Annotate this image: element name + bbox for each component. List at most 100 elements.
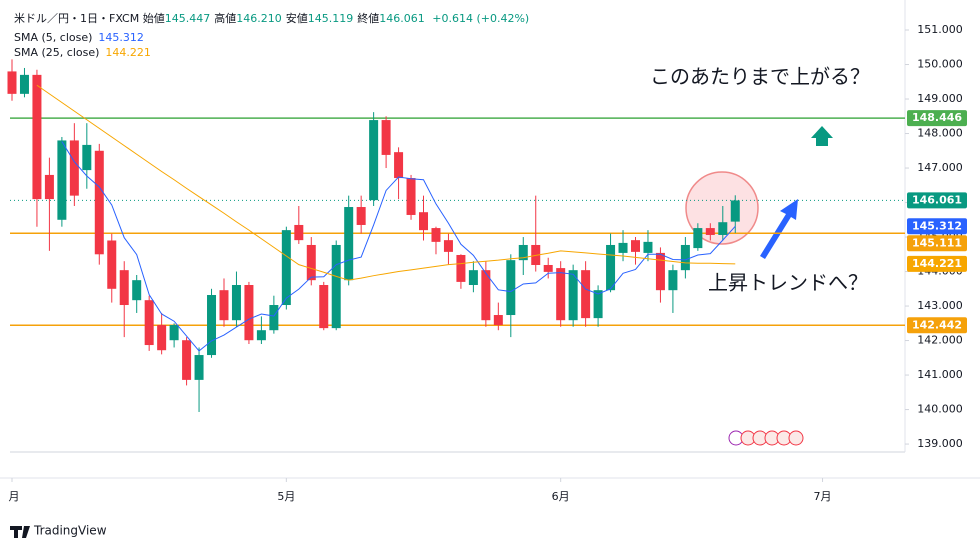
- annotation: このあたりまで上がる？: [650, 65, 870, 89]
- candle-body: [593, 290, 603, 319]
- candle-body: [82, 144, 92, 171]
- candle-body: [406, 178, 416, 215]
- badge-bg: [907, 255, 967, 272]
- candle-body: [381, 120, 391, 155]
- candle-body: [643, 241, 653, 253]
- y-tick-label: 143.000: [917, 299, 963, 312]
- y-tick-label: 151.000: [917, 23, 963, 36]
- badge-bg: [907, 110, 967, 127]
- price-badge: 146.061: [907, 192, 967, 209]
- candle-body: [32, 74, 42, 200]
- field-value: 146.061: [379, 12, 425, 25]
- x-tick-label: 月: [9, 490, 20, 503]
- field-label: 始値: [142, 12, 165, 25]
- candle-body: [69, 140, 79, 196]
- price-badge: 142.442: [907, 317, 967, 334]
- candle-body: [606, 244, 616, 291]
- candle-body: [19, 74, 29, 94]
- legend: SMA (5, close) 145.312 SMA (25, close) 144.…: [14, 30, 151, 60]
- event-icons: [728, 430, 804, 446]
- y-tick-label: 150.000: [917, 58, 963, 71]
- candle-body: [244, 285, 254, 341]
- badge-label: 146.061: [912, 193, 962, 206]
- badge-label: 144.221: [912, 257, 962, 270]
- x-tick-label: 6月: [552, 490, 570, 503]
- candle-body: [581, 270, 591, 319]
- candle-body: [618, 242, 628, 253]
- candle-body: [94, 150, 104, 255]
- field-label: 終値: [357, 12, 380, 25]
- candle-body: [506, 260, 516, 316]
- candle-body: [319, 285, 329, 329]
- field-value: 145.447: [164, 12, 211, 25]
- candle-body: [718, 222, 728, 235]
- candle-body: [194, 355, 204, 380]
- candle-body: [169, 325, 179, 341]
- annotation: 上昇トレンドへ？: [708, 271, 868, 295]
- candle-body: [468, 270, 478, 286]
- badge-bg: [907, 192, 967, 209]
- candle-body: [394, 152, 404, 179]
- y-tick-label: 139.000: [917, 437, 963, 450]
- y-tick-label: 148.000: [917, 127, 963, 140]
- candle-body: [668, 270, 678, 291]
- price-badge: 148.446: [907, 110, 967, 127]
- candle-body: [57, 140, 67, 220]
- candle-body: [680, 244, 690, 271]
- x-tick-label: 5月: [277, 490, 295, 503]
- candle-body: [119, 270, 129, 306]
- y-tick-label: 147.000: [917, 161, 963, 174]
- candle-body: [182, 340, 192, 380]
- change: +0.614 (+0.42%): [432, 12, 530, 25]
- badge-bg: [907, 218, 967, 235]
- sma-line: [61, 141, 736, 352]
- candle-body: [568, 270, 578, 321]
- candle-body: [144, 300, 154, 346]
- x-tick-label: 7月: [814, 490, 832, 503]
- header: 米ドル／円・1日・FXCM 始値145.447 高値146.210 安値145.11…: [14, 10, 529, 26]
- candle-body: [730, 200, 740, 222]
- y-tick-label: 142.000: [917, 334, 963, 347]
- trend-arrow: [760, 199, 798, 259]
- candle-body: [543, 264, 553, 272]
- legend-name: SMA (25, close): [14, 46, 100, 59]
- candle-body: [344, 207, 354, 281]
- candle-body: [456, 254, 466, 282]
- field-label: 安値: [285, 12, 308, 25]
- legend-row: SMA (25, close) 144.221: [14, 45, 151, 60]
- candle-body: [493, 315, 503, 326]
- badge-bg: [907, 317, 967, 334]
- candle-body: [306, 244, 316, 281]
- brand: TradingView: [33, 524, 107, 538]
- candle-body: [269, 305, 279, 331]
- badge-label: 145.111: [912, 236, 962, 249]
- ohlc-fields: 始値145.447 高値146.210 安値145.119 終値146.061: [143, 12, 429, 25]
- candle-body: [693, 228, 703, 249]
- legend-row: SMA (5, close) 145.312: [14, 30, 151, 45]
- candle-body: [331, 244, 341, 329]
- candle-body: [443, 240, 453, 252]
- candle-body: [369, 120, 379, 201]
- candle-body: [631, 240, 640, 252]
- y-tick-label: 149.000: [917, 92, 963, 105]
- candle-body: [294, 224, 304, 241]
- highlight-circle: [685, 171, 759, 245]
- badge-label: 145.312: [912, 219, 962, 232]
- price-badge: 145.312: [907, 218, 967, 235]
- field-label: 高値: [214, 12, 237, 25]
- candle-body: [356, 207, 366, 225]
- candle-body: [518, 244, 528, 261]
- logo-mark: [10, 526, 30, 538]
- legend-value: 145.312: [98, 31, 144, 44]
- candle-body: [705, 228, 715, 235]
- field-value: 145.119: [307, 12, 354, 25]
- candle-body: [481, 270, 491, 321]
- legend-name: SMA (5, close): [14, 31, 93, 44]
- candle-body: [157, 325, 167, 351]
- candle-body: [419, 212, 429, 231]
- candle-body: [556, 268, 566, 321]
- price-badge: 144.221: [907, 255, 967, 272]
- candle-body: [107, 240, 117, 289]
